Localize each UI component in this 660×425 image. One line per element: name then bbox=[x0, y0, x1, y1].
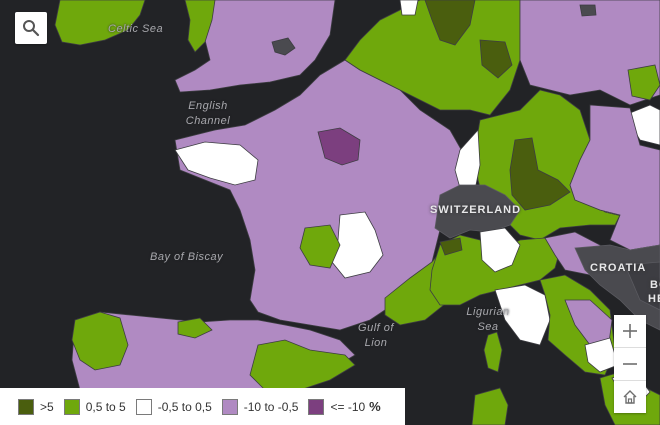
region-great-britain[interactable] bbox=[174, 0, 336, 93]
zoom-controls bbox=[614, 315, 646, 413]
region-ireland[interactable] bbox=[54, 0, 146, 46]
region-lombardy-white[interactable] bbox=[479, 227, 521, 273]
region-germany-benelux[interactable] bbox=[344, 0, 521, 116]
region-germany-east[interactable] bbox=[519, 0, 660, 106]
legend-item-le-m10: <= -10 bbox=[308, 398, 366, 415]
region-tuscany-white[interactable] bbox=[494, 284, 551, 346]
region-limousin[interactable] bbox=[299, 224, 341, 269]
region-corsica[interactable] bbox=[483, 331, 503, 373]
region-catalonia[interactable] bbox=[249, 339, 356, 391]
region-ile-de-france[interactable] bbox=[317, 127, 361, 166]
region-bosnia[interactable] bbox=[624, 261, 660, 311]
region-piedmont-dark[interactable] bbox=[439, 237, 463, 256]
label-switzerland: SWITZERLAND bbox=[430, 204, 522, 216]
region-france[interactable] bbox=[174, 59, 471, 331]
region-germany-dark-2[interactable] bbox=[479, 39, 513, 79]
label-gulf-of-lion: Gulf of Lion bbox=[358, 322, 394, 349]
legend-swatch bbox=[63, 398, 80, 415]
region-galicia[interactable] bbox=[71, 311, 129, 371]
label-ligurian-sea: Ligurian Sea bbox=[466, 306, 510, 333]
region-sardinia[interactable] bbox=[471, 387, 509, 425]
region-italy-south-white[interactable] bbox=[584, 337, 619, 373]
legend-label: -10 to -0,5 bbox=[243, 399, 299, 414]
legend-label: 0,5 to 5 bbox=[85, 399, 126, 414]
label-bay-of-biscay: Bay of Biscay bbox=[150, 251, 224, 263]
region-cantabria[interactable] bbox=[177, 317, 213, 339]
search-icon bbox=[23, 20, 40, 37]
legend: >5 0,5 to 5 -0,5 to 0,5 -10 to -0,5 <= -… bbox=[0, 388, 405, 425]
search-button[interactable] bbox=[15, 12, 47, 44]
region-austria-purple[interactable] bbox=[569, 104, 660, 251]
region-germany-dark-1[interactable] bbox=[424, 0, 476, 46]
legend-label: -0,5 to 0,5 bbox=[157, 399, 212, 414]
region-wales[interactable] bbox=[184, 0, 216, 53]
region-london-area[interactable] bbox=[271, 37, 296, 56]
legend-swatch bbox=[308, 398, 325, 415]
region-bavaria-dark[interactable] bbox=[509, 137, 571, 211]
label-celtic-sea: Celtic Sea bbox=[108, 23, 164, 35]
label-herzegovina-partial: HE bbox=[648, 293, 660, 305]
legend-swatch bbox=[221, 398, 238, 415]
label-bosnia-partial: BO bbox=[650, 279, 660, 291]
home-icon bbox=[623, 390, 637, 404]
legend-item-m0-5-to-0-5: -0,5 to 0,5 bbox=[135, 398, 212, 415]
zoom-in-button[interactable] bbox=[614, 315, 646, 348]
legend-swatch bbox=[135, 398, 152, 415]
region-green-east[interactable] bbox=[627, 64, 660, 101]
legend-unit: % bbox=[369, 399, 381, 414]
label-english-channel: English Channel bbox=[185, 100, 231, 127]
legend-item-m10-to-m0-5: -10 to -0,5 bbox=[221, 398, 299, 415]
home-button[interactable] bbox=[614, 381, 646, 413]
legend-item-gt5: >5 bbox=[18, 398, 54, 415]
legend-item-0-5-to-5: 0,5 to 5 bbox=[63, 398, 126, 415]
region-brittany[interactable] bbox=[174, 141, 259, 186]
zoom-out-button[interactable] bbox=[614, 348, 646, 381]
minus-icon bbox=[623, 363, 637, 365]
legend-swatch bbox=[18, 398, 34, 415]
legend-label: >5 bbox=[40, 399, 54, 414]
label-croatia: CROATIA bbox=[590, 262, 647, 274]
region-dark-east[interactable] bbox=[579, 4, 597, 17]
plus-icon bbox=[623, 324, 637, 338]
region-switzerland[interactable] bbox=[434, 184, 521, 239]
legend-label: <= -10 bbox=[330, 399, 366, 414]
region-small-white-1[interactable] bbox=[399, 0, 419, 16]
